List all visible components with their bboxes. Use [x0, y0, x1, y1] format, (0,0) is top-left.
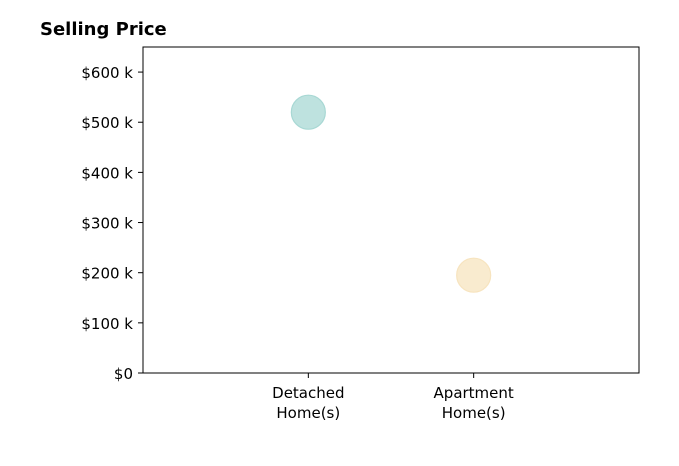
y-tick-label: $200 k — [81, 265, 133, 283]
data-points — [290, 94, 492, 293]
x-tick-label: Apartment Home(s) — [434, 384, 514, 422]
axes: $0 $100 k $200 k $300 k $400 k $500 k $600 k De… — [81, 46, 640, 422]
data-point-1 — [290, 94, 326, 130]
y-tick-label: $400 k — [81, 164, 133, 182]
y-tick-label: $0 — [114, 365, 133, 383]
y-tick-label: $100 k — [81, 315, 133, 333]
chart-title: Selling Price — [40, 19, 167, 40]
plot-frame — [142, 46, 640, 374]
y-tick-label: $500 k — [81, 114, 133, 132]
data-point-2 — [456, 257, 492, 293]
y-tick-label: $600 k — [81, 64, 133, 82]
x-tick-label: Detached Home(s) — [272, 384, 344, 422]
y-tick-label: $300 k — [81, 215, 133, 233]
